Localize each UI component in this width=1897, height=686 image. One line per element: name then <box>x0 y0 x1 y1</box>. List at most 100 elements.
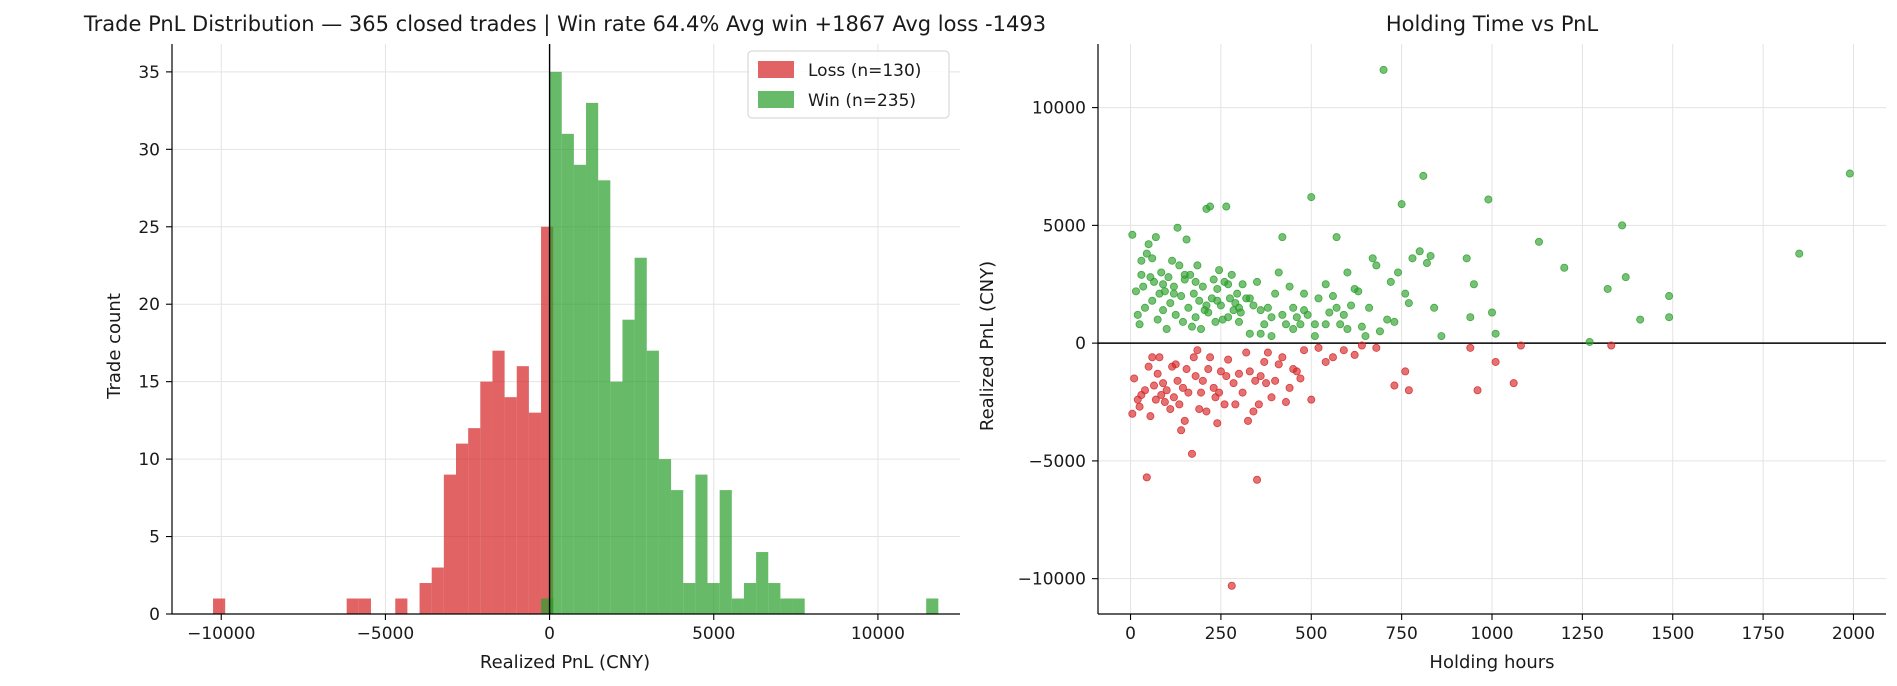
histogram-bar-win <box>768 583 781 614</box>
scatter-point-win <box>1401 289 1410 298</box>
scatter-point-loss <box>1175 400 1184 409</box>
legend-swatch-win <box>758 91 794 108</box>
scatter-point-win <box>1144 240 1153 249</box>
scatter-point-win <box>1292 313 1301 322</box>
scatter-point-win <box>1198 282 1207 291</box>
x-tick-label: 5000 <box>692 624 735 644</box>
scatter-point-loss <box>1229 379 1238 388</box>
y-tick-label: 5 <box>149 528 160 548</box>
scatter-point-loss <box>1281 398 1290 407</box>
scatter-point-win <box>1178 317 1187 326</box>
scatter-point-win <box>1267 332 1276 341</box>
scatter-point-win <box>1379 65 1388 74</box>
y-tick-label: 5000 <box>1043 216 1086 236</box>
histogram-bar-win <box>598 180 611 614</box>
scatter-point-loss <box>1180 416 1189 425</box>
scatter-point-win <box>1795 249 1804 258</box>
scatter-point-win <box>1159 306 1168 315</box>
histogram-bar-loss <box>443 474 457 614</box>
scatter-point-loss <box>1227 581 1236 590</box>
scatter-grid <box>1098 44 1886 614</box>
scatter-point-win <box>1310 320 1319 329</box>
scatter-point-win <box>1249 301 1258 310</box>
scatter-point-loss <box>1262 379 1271 388</box>
scatter-point-win <box>1133 310 1142 319</box>
scatter-point-loss <box>1251 376 1260 385</box>
scatter-point-win <box>1397 200 1406 209</box>
histogram-bar-win <box>731 598 744 614</box>
histogram-bar-loss <box>480 381 493 614</box>
scatter-point-win <box>1157 268 1166 277</box>
scatter-point-loss <box>1307 395 1316 404</box>
x-tick-label: 0 <box>1125 624 1136 644</box>
histogram-bar-loss <box>528 412 542 614</box>
histogram-x-axis-label: Realized PnL (CNY) <box>480 652 650 673</box>
histogram-bar-win <box>646 350 659 614</box>
scatter-point-win <box>1177 292 1186 301</box>
scatter-point-win <box>1195 296 1204 305</box>
scatter-point-loss <box>1202 407 1211 416</box>
scatter-point-win <box>1160 287 1169 296</box>
scatter-points <box>1128 65 1854 590</box>
scatter-point-loss <box>1249 407 1258 416</box>
scatter-point-loss <box>1151 395 1160 404</box>
scatter-point-win <box>1168 256 1177 265</box>
scatter-point-loss <box>1189 353 1198 362</box>
histogram-bar-win <box>683 583 696 614</box>
x-tick-label: 2000 <box>1832 624 1875 644</box>
scatter-point-win <box>1182 235 1191 244</box>
histogram-bar-win <box>658 459 672 614</box>
scatter-point-loss <box>1328 353 1337 362</box>
scatter-point-win <box>1137 270 1146 279</box>
scatter-point-win <box>1171 310 1180 319</box>
x-tick-label: 10000 <box>851 624 905 644</box>
scatter-point-win <box>1325 308 1334 317</box>
scatter-point-win <box>1408 254 1417 263</box>
scatter-point-loss <box>1274 360 1283 369</box>
scatter-point-win <box>1233 289 1242 298</box>
scatter-point-loss <box>1516 341 1525 350</box>
histogram-bar-loss <box>358 598 371 614</box>
scatter-point-win <box>1437 332 1446 341</box>
scatter-point-win <box>1131 287 1140 296</box>
scatter-point-win <box>1289 324 1298 333</box>
scatter-point-loss <box>1256 372 1265 381</box>
scatter-point-win <box>1256 306 1265 315</box>
y-tick-label: 10 <box>138 450 160 470</box>
scatter-point-win <box>1347 301 1356 310</box>
scatter-point-win <box>1303 310 1312 319</box>
scatter-point-loss <box>1184 388 1193 397</box>
scatter-point-win <box>1148 254 1157 263</box>
scatter-point-loss <box>1267 393 1276 402</box>
y-tick-label: 35 <box>138 63 160 83</box>
scatter-point-win <box>1142 249 1151 258</box>
scatter-point-win <box>1621 273 1630 282</box>
scatter-point-win <box>1289 303 1298 312</box>
histogram-bar-win <box>573 164 587 614</box>
scatter-point-win <box>1153 315 1162 324</box>
scatter-point-win <box>1224 313 1233 322</box>
scatter-point-win <box>1845 169 1854 178</box>
legend-label-win: Win (n=235) <box>808 91 916 111</box>
scatter-point-win <box>1227 270 1236 279</box>
scatter-point-win <box>1267 313 1276 322</box>
scatter-point-win <box>1187 322 1196 331</box>
histogram-bar-win <box>561 133 574 614</box>
histogram-bar-win <box>549 71 562 614</box>
scatter-point-win <box>1422 259 1431 268</box>
scatter-point-loss <box>1178 383 1187 392</box>
scatter-point-win <box>1213 296 1222 305</box>
histogram-bar-loss <box>516 366 529 614</box>
scatter-point-win <box>1300 289 1309 298</box>
scatter-point-loss <box>1491 357 1500 366</box>
histogram-bar-loss <box>213 598 226 614</box>
histogram-bars <box>213 71 939 615</box>
scatter-point-win <box>1204 308 1213 317</box>
scatter-point-win <box>1184 303 1193 312</box>
scatter-point-win <box>1339 310 1348 319</box>
scatter-point-loss <box>1177 426 1186 435</box>
scatter-point-loss <box>1234 369 1243 378</box>
histogram-bar-win <box>622 319 635 614</box>
scatter-point-loss <box>1321 357 1330 366</box>
scatter-point-win <box>1310 332 1319 341</box>
